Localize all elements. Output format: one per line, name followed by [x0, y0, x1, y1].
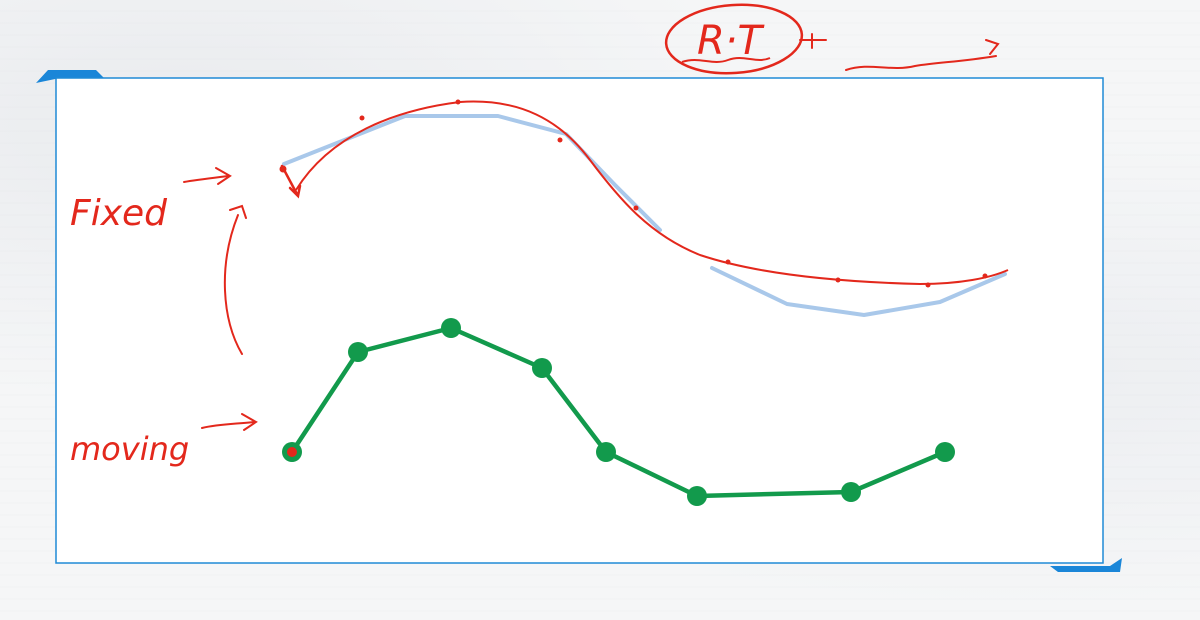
fixed-curve — [282, 114, 662, 232]
moving-point — [841, 482, 861, 502]
rt-label: R·T — [697, 18, 766, 64]
moving-label: moving — [70, 430, 189, 468]
curve-tick — [925, 282, 931, 288]
moving-point — [532, 358, 552, 378]
curve-tick — [455, 99, 461, 105]
rt-underline — [681, 57, 771, 63]
frame-tab-top-left — [36, 70, 104, 83]
content-frame — [55, 77, 1104, 564]
fixed-arrow — [183, 167, 232, 185]
moving-points — [282, 318, 955, 506]
fixed-curve-tail — [710, 266, 1007, 317]
curve-tick — [359, 115, 365, 121]
moving-point — [348, 342, 368, 362]
curve-tick — [835, 277, 841, 283]
moving-point — [596, 442, 616, 462]
frame-tab-bottom-right — [1050, 558, 1122, 572]
moving-start-highlight — [287, 447, 297, 457]
curve-tick — [633, 205, 639, 211]
moving-point — [441, 318, 461, 338]
moving-curve — [289, 325, 948, 499]
moving-point — [687, 486, 707, 506]
curve-tick — [557, 137, 563, 143]
curve-tick — [725, 259, 731, 265]
fixed-label: Fixed — [70, 193, 168, 234]
moving-to-fixed-arrow — [223, 204, 247, 355]
moving-point — [935, 442, 955, 462]
red-start-dot — [279, 165, 287, 173]
rt-arrow — [845, 39, 1000, 71]
red-fitted-curve — [295, 100, 1009, 286]
rt-connector — [799, 33, 827, 49]
red-curve-ticks — [359, 99, 988, 288]
curve-tick — [982, 273, 988, 279]
moving-arrow — [201, 413, 258, 431]
rt-circle — [664, 3, 804, 75]
